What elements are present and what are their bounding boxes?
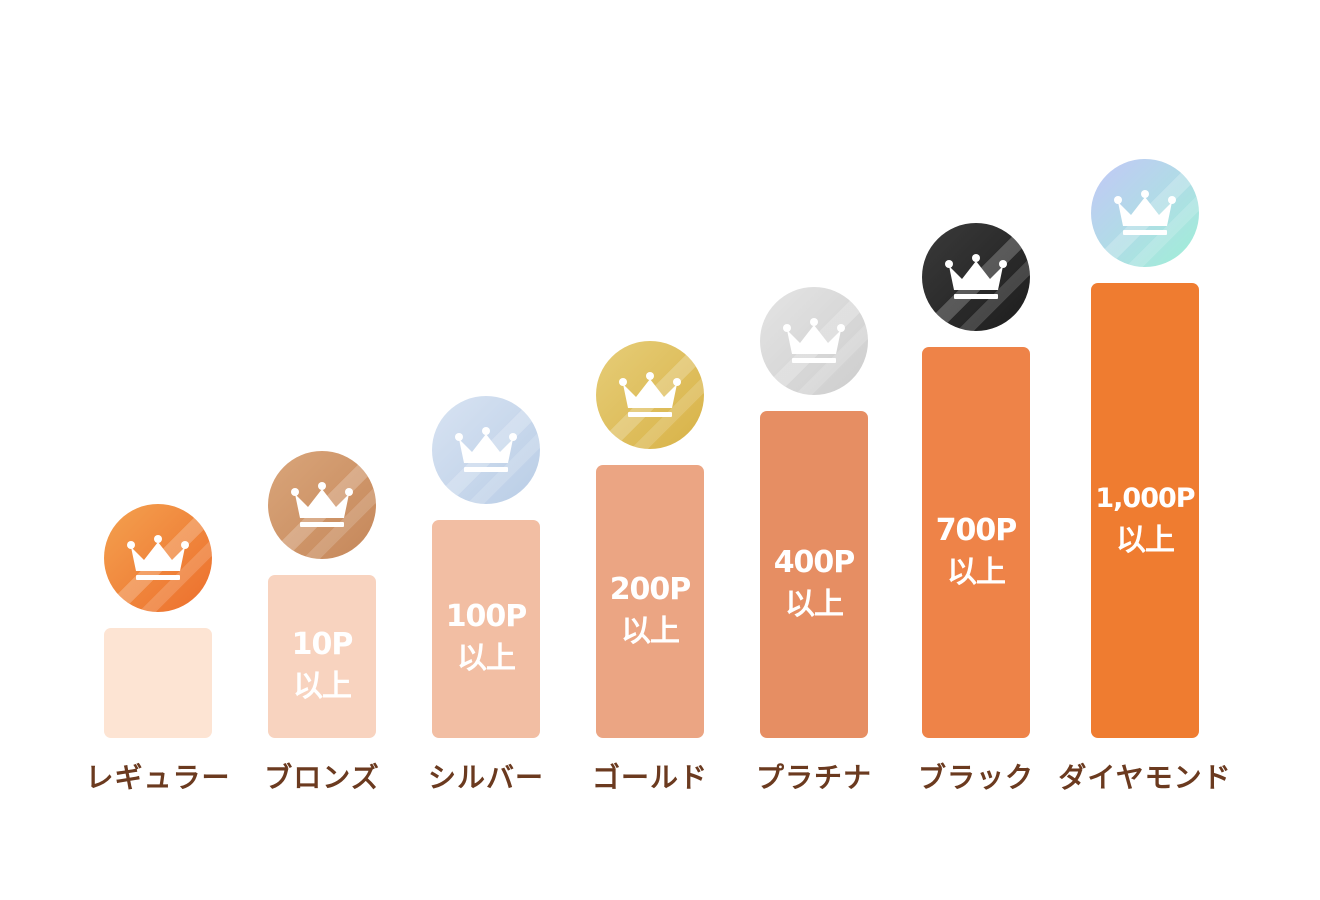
tier-label: ブロンズ	[264, 761, 380, 794]
tier-badge	[432, 396, 540, 504]
tier-label: シルバー	[427, 761, 544, 794]
tier-badge	[760, 287, 868, 395]
bar: 200P 以上	[596, 465, 704, 738]
tier-label: レギュラー	[85, 761, 231, 794]
tier-label: ゴールド	[591, 761, 708, 794]
bar-points-label: 10P	[291, 626, 354, 662]
crown-icon	[619, 372, 681, 417]
bar-points-label: 200P	[609, 571, 692, 607]
bar: 10P 以上	[268, 575, 376, 738]
crown-icon	[291, 482, 353, 527]
tier-badge	[268, 451, 376, 559]
crown-icon	[127, 535, 189, 580]
bar: 100P 以上	[432, 520, 540, 738]
tier-label: プラチナ	[755, 761, 872, 794]
bar-suffix-label: 以上	[784, 586, 844, 622]
bar-suffix-label: 以上	[293, 668, 352, 704]
bar-points-label: 700P	[935, 512, 1018, 548]
crown-icon	[783, 318, 845, 363]
tier-badge	[922, 223, 1030, 331]
bar-suffix-label: 以上	[620, 613, 680, 649]
bar-points-label: 100P	[445, 599, 528, 634]
tier-label: ブラック	[917, 761, 1034, 794]
crown-icon	[945, 254, 1007, 299]
bar: 400P 以上	[760, 411, 868, 738]
bar-suffix-label: 以上	[456, 641, 516, 676]
bar	[104, 628, 212, 738]
bar: 1,000P 以上	[1091, 283, 1199, 738]
tier-badge	[1091, 159, 1199, 267]
bar-points-label: 400P	[773, 544, 856, 580]
crown-icon	[1114, 190, 1176, 235]
bar-points-label: 1,000P	[1095, 482, 1195, 514]
bar-suffix-label: 以上	[946, 554, 1006, 590]
tier-badge	[104, 504, 212, 612]
tier-label: ダイヤモンド	[1058, 761, 1232, 794]
tier-badge	[596, 341, 704, 449]
bar: 700P 以上	[922, 347, 1030, 738]
crown-icon	[455, 427, 517, 472]
bar-suffix-label: 以上	[1115, 522, 1175, 558]
